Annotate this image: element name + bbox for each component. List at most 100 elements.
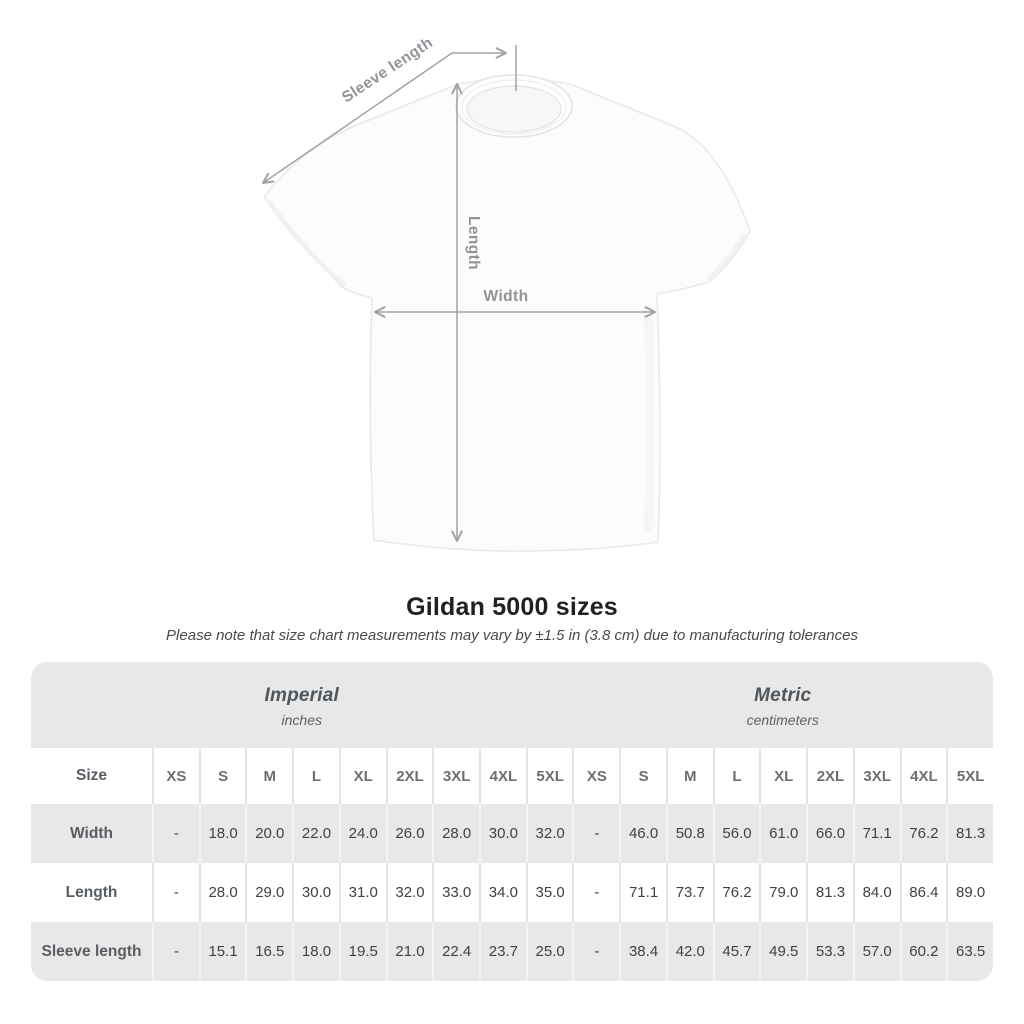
sleeve-length-label: Sleeve length: [339, 34, 436, 106]
size-header-metric-s: S: [619, 748, 666, 804]
width-imperial-3xl: 28.0: [432, 804, 479, 863]
width-imperial-xl: 24.0: [338, 804, 386, 863]
sleeve-length-metric-5xl: 63.5: [946, 922, 993, 981]
width-metric-4xl: 76.2: [899, 804, 947, 863]
size-header-imperial-4xl: 4XL: [479, 748, 526, 804]
length-metric-l: 76.2: [712, 863, 760, 922]
size-header-metric-xs: XS: [572, 748, 619, 804]
sleeve-length-imperial-xs: -: [152, 922, 199, 981]
length-imperial-xl: 31.0: [338, 863, 386, 922]
size-header-imperial-xs: XS: [152, 748, 199, 804]
measurement-row-sleeve-length: Sleeve length -15.1 16.5 18.0 19.5 21.0 22.4 23…: [31, 922, 993, 981]
width-imperial-4xl: 30.0: [479, 804, 526, 863]
imperial-unit-label: inches: [281, 711, 322, 728]
length-imperial-m: 29.0: [245, 863, 292, 922]
sleeve-length-imperial-s: 15.1: [198, 922, 246, 981]
length-imperial-4xl: 34.0: [479, 863, 526, 922]
length-metric-s: 71.1: [619, 863, 666, 922]
length-imperial-l: 30.0: [292, 863, 339, 922]
tshirt-body-shape: [263, 77, 751, 552]
size-header-metric-4xl: 4XL: [899, 748, 947, 804]
width-metric-2xl: 66.0: [806, 804, 853, 863]
length-imperial-5xl: 35.0: [525, 863, 573, 922]
size-header-imperial-3xl: 3XL: [432, 748, 479, 804]
table-body: Width -18.0 20.0 22.0 24.0 26.0 28.0 30.0 32.0-4…: [31, 804, 993, 981]
tolerance-note: Please note that size chart measurements…: [166, 627, 858, 644]
metric-label: Metric: [754, 684, 812, 706]
length-metric-4xl: 86.4: [899, 863, 947, 922]
row-label-width: Width: [70, 824, 113, 842]
tshirt-illustration: [263, 74, 751, 552]
imperial-label: Imperial: [264, 684, 339, 706]
size-header-metric-2xl: 2XL: [806, 748, 853, 804]
size-table: Imperial inches Metric centimeters Size X…: [31, 662, 993, 981]
width-metric-3xl: 71.1: [852, 804, 900, 863]
width-imperial-xs: -: [152, 804, 199, 863]
size-header-metric-l: L: [712, 748, 760, 804]
size-header-imperial-s: S: [198, 748, 246, 804]
width-metric-m: 50.8: [665, 804, 713, 863]
tshirt-measurement-diagram: Sleeve length Length Width: [261, 34, 751, 552]
sleeve-length-metric-xs: -: [572, 922, 619, 981]
width-label: Width: [484, 288, 529, 305]
sleeve-length-line-diagonal: [261, 52, 453, 185]
sleeve-length-metric-xl: 49.5: [759, 922, 806, 981]
measurement-row-length: Length -28.0 29.0 30.0 31.0 32.0 33.0 34.0 35.0-…: [31, 863, 993, 922]
sleeve-length-imperial-5xl: 25.0: [525, 922, 573, 981]
sleeve-length-imperial-l: 18.0: [292, 922, 339, 981]
size-header-imperial-m: M: [245, 748, 292, 804]
width-imperial-s: 18.0: [198, 804, 246, 863]
metric-unit-header: Metric centimeters: [573, 662, 994, 748]
width-imperial-2xl: 26.0: [385, 804, 433, 863]
row-label-sleeve-length: Sleeve length: [41, 942, 142, 960]
width-imperial-l: 22.0: [292, 804, 339, 863]
measurement-lines: [261, 45, 657, 543]
sleeve-length-imperial-m: 16.5: [245, 922, 292, 981]
size-header-row: Size XS S M L XL 2XL 3XL 4XL 5XL XS S M L XL 2XL 3XL 4XL 5…: [31, 748, 993, 804]
sleeve-length-metric-m: 42.0: [665, 922, 713, 981]
imperial-unit-header: Imperial inches: [31, 662, 573, 748]
length-imperial-3xl: 33.0: [432, 863, 479, 922]
size-header-metric-m: M: [665, 748, 713, 804]
size-header-imperial-2xl: 2XL: [385, 748, 433, 804]
sleeve-length-metric-2xl: 53.3: [806, 922, 853, 981]
width-metric-xs: -: [572, 804, 619, 863]
width-imperial-m: 20.0: [245, 804, 292, 863]
size-header-metric-3xl: 3XL: [852, 748, 900, 804]
unit-header-band: Imperial inches Metric centimeters: [31, 662, 993, 748]
length-metric-3xl: 84.0: [852, 863, 900, 922]
length-metric-5xl: 89.0: [946, 863, 993, 922]
sleeve-length-imperial-4xl: 23.7: [479, 922, 526, 981]
width-metric-s: 46.0: [619, 804, 666, 863]
length-metric-m: 73.7: [665, 863, 713, 922]
measurement-row-width: Width -18.0 20.0 22.0 24.0 26.0 28.0 30.0 32.0-4…: [31, 804, 993, 863]
size-header-imperial-xl: XL: [338, 748, 386, 804]
size-header-imperial-l: L: [292, 748, 339, 804]
sleeve-shadow-left: [267, 200, 347, 287]
sleeve-length-metric-l: 45.7: [712, 922, 760, 981]
size-header-imperial-5xl: 5XL: [525, 748, 573, 804]
width-metric-5xl: 81.3: [946, 804, 993, 863]
width-metric-xl: 61.0: [759, 804, 806, 863]
row-label-length: Length: [65, 883, 118, 901]
sleeve-length-metric-s: 38.4: [619, 922, 666, 981]
metric-unit-label: centimeters: [746, 711, 819, 728]
length-imperial-2xl: 32.0: [385, 863, 433, 922]
sleeve-length-imperial-3xl: 22.4: [432, 922, 479, 981]
sleeve-length-metric-3xl: 57.0: [852, 922, 900, 981]
sleeve-length-imperial-2xl: 21.0: [385, 922, 433, 981]
length-metric-2xl: 81.3: [806, 863, 853, 922]
length-imperial-xs: -: [152, 863, 199, 922]
length-imperial-s: 28.0: [198, 863, 246, 922]
sleeve-length-metric-4xl: 60.2: [899, 922, 947, 981]
size-header-metric-5xl: 5XL: [946, 748, 993, 804]
width-imperial-5xl: 32.0: [525, 804, 573, 863]
length-label: Length: [465, 216, 482, 270]
tshirt-diagram-svg: Sleeve length Length Width: [261, 34, 751, 552]
sleeve-length-imperial-xl: 19.5: [338, 922, 386, 981]
page-title: Gildan 5000 sizes: [406, 593, 618, 621]
size-header-metric-xl: XL: [759, 748, 806, 804]
length-metric-xs: -: [572, 863, 619, 922]
length-metric-xl: 79.0: [759, 863, 806, 922]
